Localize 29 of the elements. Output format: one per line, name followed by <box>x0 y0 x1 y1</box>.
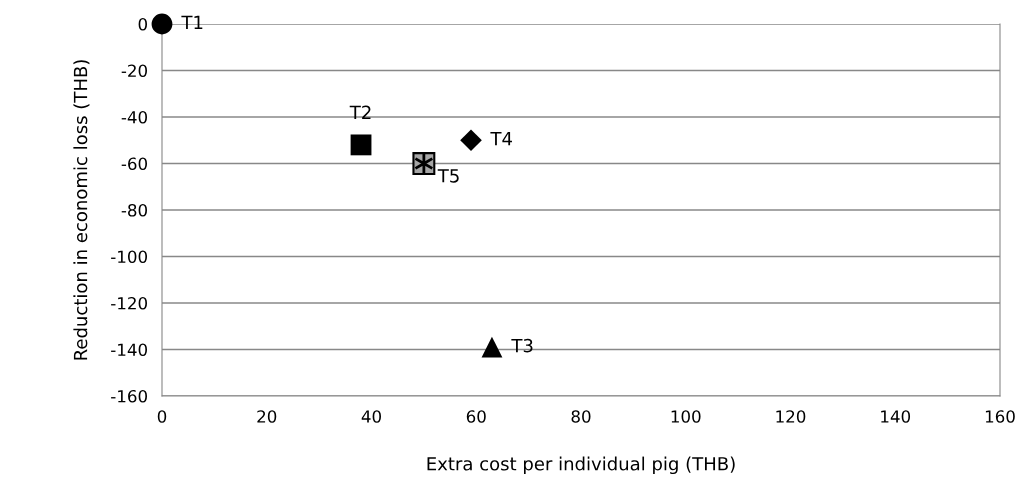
x-axis-title: Extra cost per individual pig (THB) <box>427 456 735 475</box>
y-tick-label: -100 <box>111 250 147 264</box>
series-label: T2 <box>349 105 371 119</box>
x-tick-label: 120 <box>776 410 806 423</box>
y-tick-label: -160 <box>111 389 147 403</box>
y-tick-label: -40 <box>121 110 147 124</box>
y-tick-label: -140 <box>111 343 147 357</box>
y-tick-label: -120 <box>111 296 147 310</box>
point <box>151 13 173 35</box>
point <box>460 129 482 152</box>
y-tick-label: -80 <box>121 203 147 217</box>
series-label: T1 <box>181 15 203 29</box>
y-tick-label: -60 <box>121 157 147 171</box>
x-tick-label: 100 <box>671 410 701 423</box>
x-tick-label: 160 <box>985 410 1015 423</box>
point <box>481 336 503 358</box>
x-tick-label: 140 <box>881 410 911 423</box>
x-tick-label: 80 <box>571 410 591 423</box>
series-label: T4 <box>490 132 512 146</box>
y-axis-title: Reduction in economic loss (THB) <box>73 60 90 360</box>
y-tick-label: 0 <box>138 17 147 31</box>
y-tick-label: -20 <box>121 64 147 78</box>
point <box>350 134 372 156</box>
x-tick-label: 0 <box>157 410 167 423</box>
x-tick-label: 60 <box>466 410 486 423</box>
x-tick-label: 20 <box>257 410 277 423</box>
series-label: T5 <box>437 169 459 183</box>
series-label: T3 <box>511 338 533 353</box>
x-tick-label: 40 <box>361 410 381 423</box>
